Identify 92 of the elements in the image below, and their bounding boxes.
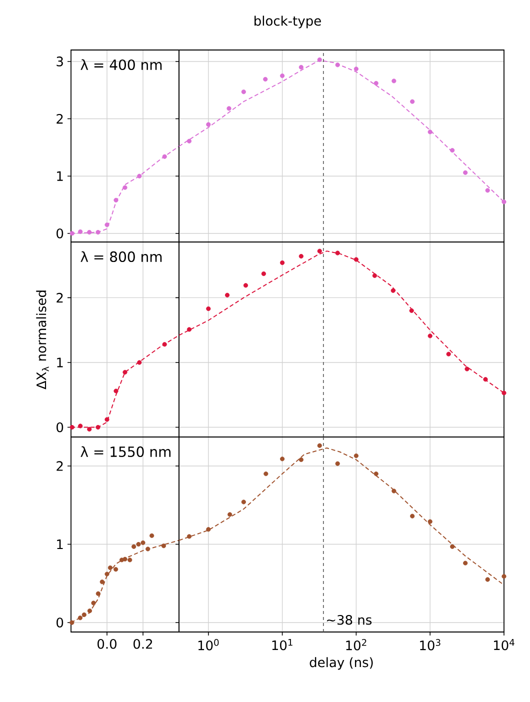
point [132,544,136,549]
point [96,591,100,596]
point [464,366,470,372]
ref-line-label: ~38 ns [326,614,372,625]
y-tick-label: 2 [56,114,63,124]
point [224,292,230,298]
point [354,453,358,458]
point [280,456,285,462]
point [392,78,396,84]
y-tick-label: 3 [56,56,63,66]
point [298,457,304,462]
point [150,533,154,538]
annotation: λ = 1550 nm [80,446,170,458]
point [243,283,248,288]
point [91,600,96,606]
x-tick-label: 0.2 [134,639,152,649]
point [502,200,506,204]
x-axis-title: delay (ns) [310,657,373,670]
x-tick-label: 10$^{0}$ [198,639,219,650]
point [261,271,266,276]
point [96,424,100,430]
point [280,73,285,78]
point [502,574,506,579]
chart-title: block-type [254,16,321,28]
point [485,577,490,582]
point [428,334,432,338]
point [280,260,285,266]
point [128,558,132,562]
y-tick-label: 1 [57,540,63,550]
point [354,66,358,72]
point [70,424,74,430]
y-tick-label: 1 [57,358,63,368]
y-tick-label: 2 [56,292,63,303]
x-tick-label: 10$^{1}$ [272,639,292,650]
point [354,257,358,262]
point [162,154,167,159]
y-tick-label: 1 [57,171,63,181]
x-tick-label: 10$^{3}$ [420,639,440,650]
x-tick-label: 10$^{4}$ [494,639,514,650]
point [70,620,74,625]
point [96,230,100,235]
point [317,443,322,448]
point [374,472,378,476]
point [186,534,192,539]
point [206,306,211,312]
point [485,188,490,193]
x-tick-label: 0.0 [98,639,116,649]
point [78,424,83,428]
y-tick-label: 0 [56,618,64,628]
point [136,542,141,547]
point [410,514,415,518]
point [335,250,340,256]
point [78,616,82,620]
point [392,488,396,494]
point [122,185,128,190]
point [428,130,432,134]
point [87,230,92,235]
point [100,580,104,584]
point [298,254,304,259]
point [114,388,118,394]
point [206,527,211,532]
point [186,327,192,332]
point [108,565,113,570]
point [137,174,142,178]
point [104,572,110,576]
point [410,99,415,104]
point [428,519,432,524]
point [137,360,142,365]
point [206,122,211,127]
point [122,370,128,375]
point [502,390,506,396]
point [161,544,166,548]
point [317,248,322,254]
point [374,80,378,86]
y-axis-title: ΔX$_{λ}$ normalised [36,290,49,390]
annotation: λ = 800 nm [80,251,162,262]
annotation: λ = 400 nm [80,59,162,70]
y-tick-label: 0 [56,422,64,432]
point [114,567,118,572]
point [483,377,488,382]
point [140,540,146,546]
point [446,352,451,356]
point [87,426,92,432]
point [298,64,304,70]
point [409,308,414,313]
point [186,138,192,144]
y-tick-label: 2 [56,461,63,471]
point [372,273,377,278]
point [335,461,340,466]
y-tick-label: 0 [56,228,64,238]
x-tick-label: 10$^{2}$ [346,639,366,650]
point [104,417,110,422]
